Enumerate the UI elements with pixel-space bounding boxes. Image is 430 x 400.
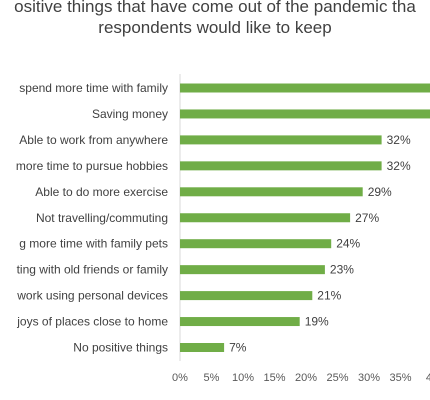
data-label: 7% <box>229 341 247 355</box>
category-label: ting with old friends or family <box>17 263 168 277</box>
data-label: 23% <box>330 263 354 277</box>
x-tick-label: 5% <box>204 372 220 384</box>
category-label: spend more time with family <box>19 81 168 95</box>
bar <box>180 135 382 145</box>
bar <box>180 291 313 301</box>
chart-title-line-1: ositive things that have come out of the… <box>14 0 416 16</box>
chart-title-line-2: respondents would like to keep <box>98 18 332 37</box>
data-label: 27% <box>355 211 379 225</box>
category-label: Not travelling/commuting <box>36 211 168 225</box>
bar <box>180 213 351 223</box>
category-label: work using personal devices <box>16 289 168 303</box>
data-label: 29% <box>368 185 392 199</box>
bar <box>180 265 325 275</box>
bar <box>180 239 332 249</box>
bar <box>180 187 363 197</box>
category-label: Saving money <box>92 107 168 121</box>
bar <box>180 161 382 171</box>
bar <box>180 317 300 327</box>
category-label: No positive things <box>73 341 168 355</box>
x-tick-label: 30% <box>358 372 380 384</box>
category-label: joys of places close to home <box>16 315 168 329</box>
data-label: 24% <box>336 237 360 251</box>
x-tick-label: 25% <box>326 372 348 384</box>
data-label: 21% <box>317 289 341 303</box>
x-tick-label: 20% <box>295 372 317 384</box>
data-label: 32% <box>387 133 411 147</box>
x-tick-label: 35% <box>389 372 411 384</box>
x-tick-label: 0% <box>172 372 188 384</box>
x-tick-label: 40 <box>426 372 430 384</box>
data-label: 32% <box>387 159 411 173</box>
bar <box>180 343 225 352</box>
category-label: g more time with family pets <box>19 237 168 251</box>
x-tick-label: 10% <box>232 372 254 384</box>
category-label: Able to do more exercise <box>35 185 168 199</box>
bar <box>180 83 430 93</box>
x-tick-label: 15% <box>263 372 285 384</box>
bar <box>180 109 430 119</box>
category-label: more time to pursue hobbies <box>16 159 168 173</box>
category-label: Able to work from anywhere <box>19 133 168 147</box>
data-label: 19% <box>305 315 329 329</box>
